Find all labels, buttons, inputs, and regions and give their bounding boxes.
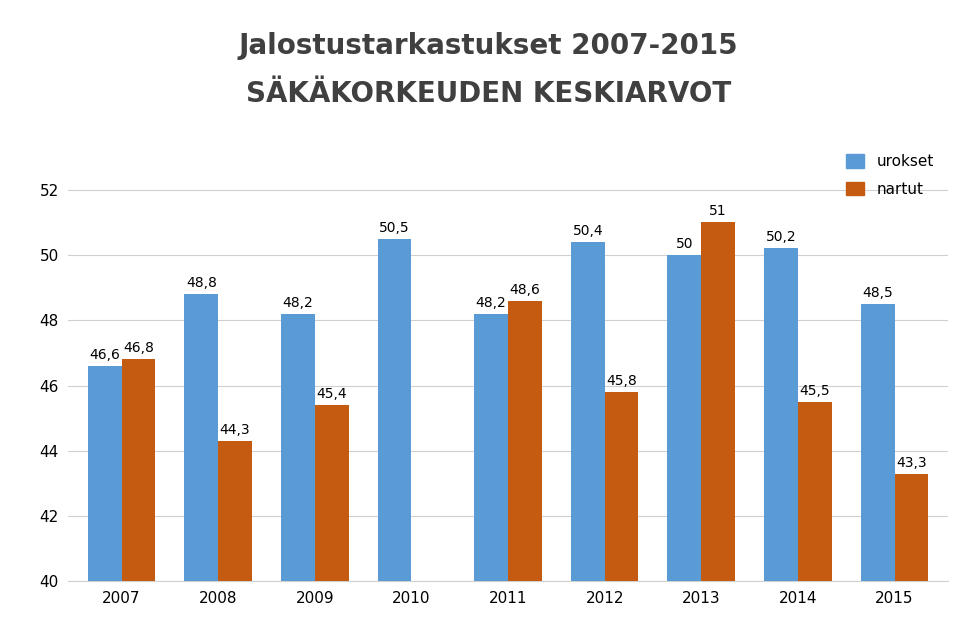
Text: 50,5: 50,5 — [379, 220, 409, 235]
Bar — [281, 314, 315, 581]
Bar — [895, 473, 928, 581]
Bar — [474, 314, 508, 581]
Bar — [764, 249, 798, 581]
Bar — [315, 405, 349, 581]
Bar — [377, 238, 411, 581]
Text: 48,8: 48,8 — [186, 276, 217, 290]
Text: 50: 50 — [676, 237, 693, 251]
Bar — [701, 222, 735, 581]
Text: 51: 51 — [709, 204, 727, 219]
Text: 48,5: 48,5 — [863, 286, 893, 300]
Text: 45,4: 45,4 — [317, 387, 347, 401]
Bar — [218, 441, 252, 581]
Bar — [88, 366, 121, 581]
Text: 44,3: 44,3 — [220, 423, 250, 437]
Bar — [121, 359, 155, 581]
Text: 50,4: 50,4 — [573, 224, 603, 238]
Legend: urokset, nartut: urokset, nartut — [840, 148, 940, 203]
Text: 48,6: 48,6 — [510, 282, 540, 296]
Text: 48,2: 48,2 — [282, 296, 314, 310]
Bar — [185, 294, 218, 581]
Text: 46,8: 46,8 — [123, 341, 154, 355]
Bar — [571, 242, 605, 581]
Bar — [861, 304, 895, 581]
Bar — [667, 255, 701, 581]
Bar — [605, 392, 639, 581]
Bar — [798, 402, 831, 581]
Text: Jalostustarkastukset 2007-2015: Jalostustarkastukset 2007-2015 — [238, 32, 739, 60]
Text: 48,2: 48,2 — [476, 296, 506, 310]
Text: 45,5: 45,5 — [799, 384, 830, 398]
Text: 46,6: 46,6 — [89, 348, 120, 362]
Text: 45,8: 45,8 — [606, 374, 637, 388]
Text: 43,3: 43,3 — [896, 456, 927, 470]
Text: 50,2: 50,2 — [766, 231, 796, 245]
Bar — [508, 300, 542, 581]
Text: SÄKÄKORKEUDEN KESKIARVOT: SÄKÄKORKEUDEN KESKIARVOT — [246, 80, 731, 108]
